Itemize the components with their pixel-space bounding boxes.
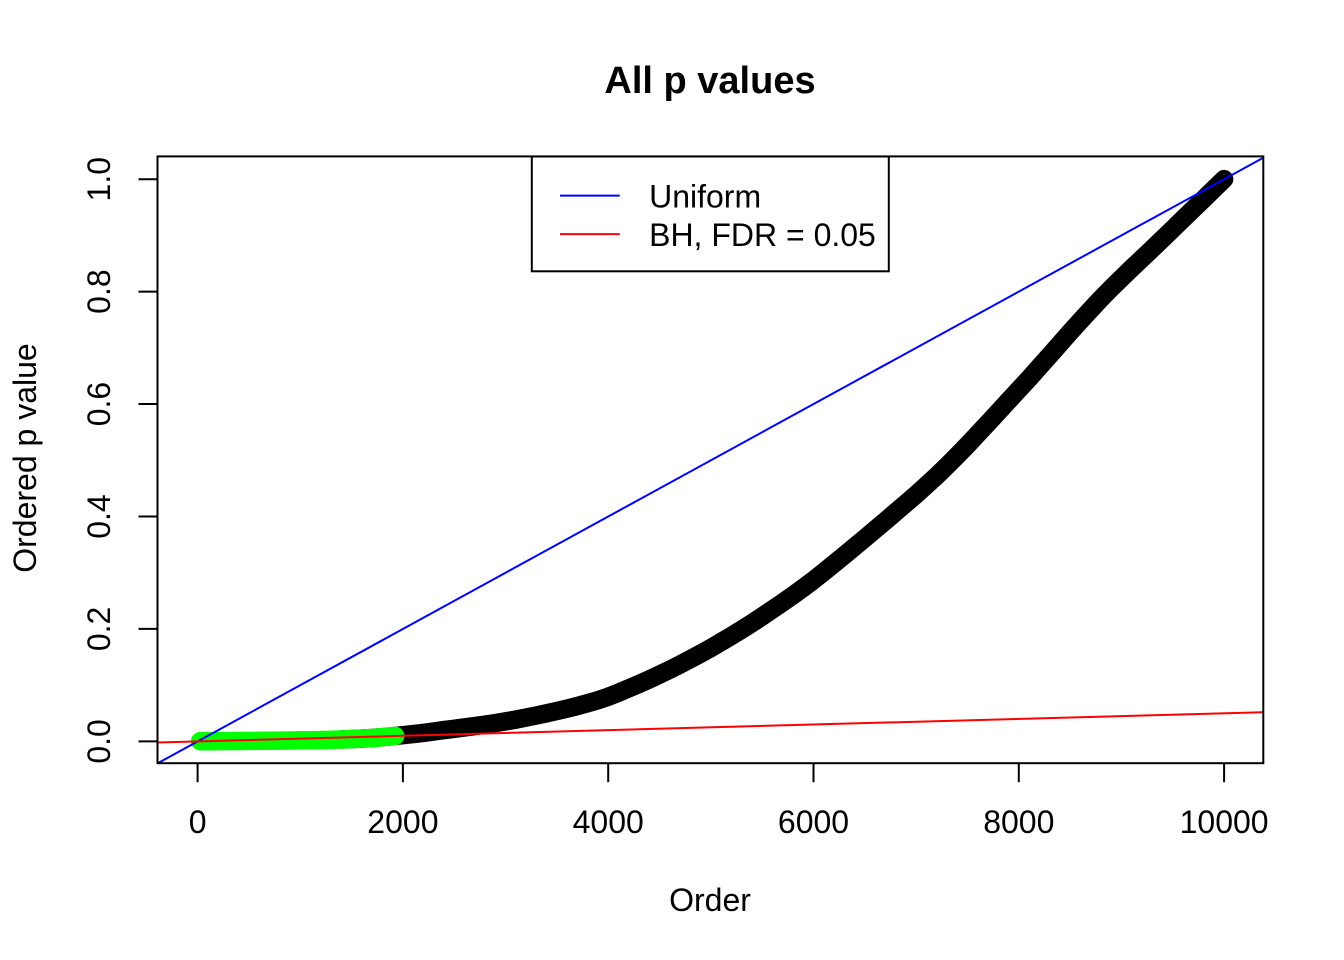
svg-text:10000: 10000 xyxy=(1180,804,1269,840)
svg-text:Order: Order xyxy=(669,882,751,918)
svg-text:Uniform: Uniform xyxy=(649,179,761,215)
svg-text:0.8: 0.8 xyxy=(81,269,117,313)
svg-text:All p values: All p values xyxy=(604,60,815,102)
svg-text:2000: 2000 xyxy=(367,804,438,840)
svg-text:8000: 8000 xyxy=(983,804,1054,840)
svg-text:6000: 6000 xyxy=(778,804,849,840)
svg-text:1.0: 1.0 xyxy=(81,157,117,201)
svg-text:0: 0 xyxy=(189,804,207,840)
svg-text:BH, FDR = 0.05: BH, FDR = 0.05 xyxy=(649,217,876,253)
svg-text:Ordered p value: Ordered p value xyxy=(7,343,43,572)
svg-text:0.6: 0.6 xyxy=(81,382,117,426)
svg-text:0.4: 0.4 xyxy=(81,494,117,538)
svg-text:0.2: 0.2 xyxy=(81,607,117,651)
svg-text:4000: 4000 xyxy=(573,804,644,840)
svg-text:0.0: 0.0 xyxy=(81,719,117,763)
